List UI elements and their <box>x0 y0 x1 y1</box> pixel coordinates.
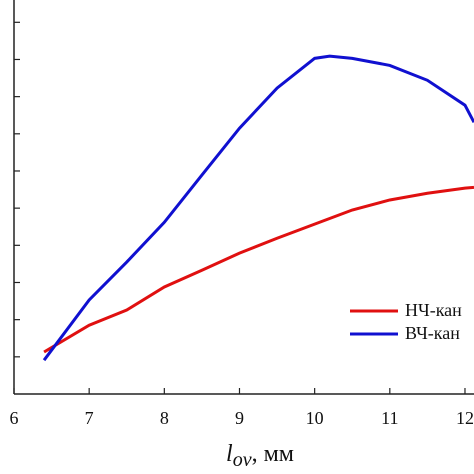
x-axis-label: lov, мм <box>226 441 294 471</box>
x-label-main: l <box>226 441 233 467</box>
x-tick-label: 12 <box>456 408 474 428</box>
x-tick-label: 11 <box>381 408 398 428</box>
x-tick-label: 6 <box>10 408 19 428</box>
x-tick-label: 10 <box>306 408 324 428</box>
legend-label: ВЧ-кан <box>405 323 460 343</box>
line-series <box>42 54 474 362</box>
x-tick-label: 8 <box>160 408 169 428</box>
legend-label: НЧ-кан <box>405 300 462 320</box>
x-tick-label: 9 <box>235 408 244 428</box>
x-label-sub: ov <box>233 449 252 471</box>
line-series <box>43 185 474 354</box>
x-label-unit: , мм <box>252 441 294 467</box>
x-tick-label: 7 <box>85 408 94 428</box>
